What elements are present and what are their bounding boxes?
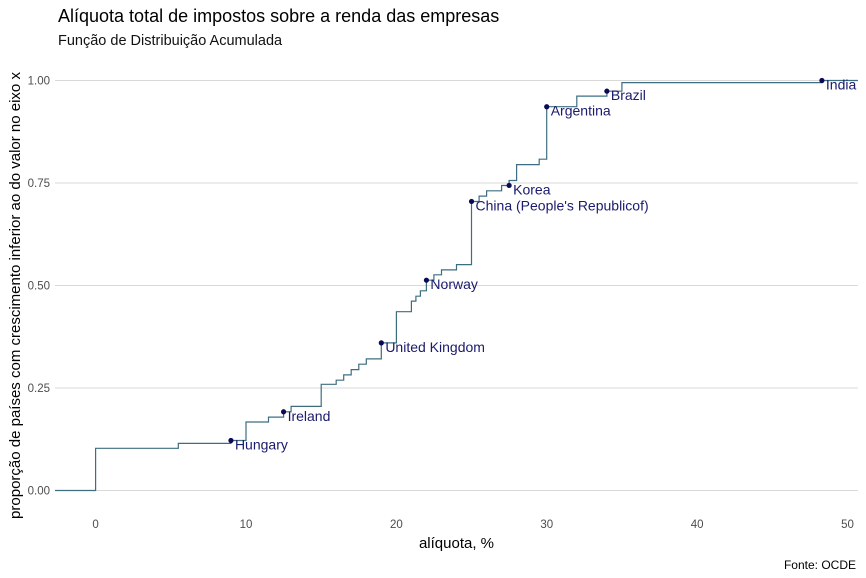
x-tick-label: 10 xyxy=(240,519,253,531)
y-tick-label: 0.25 xyxy=(28,383,50,395)
data-point xyxy=(819,77,825,84)
point-label: Ireland xyxy=(288,408,331,424)
point-label: Hungary xyxy=(235,436,288,452)
data-point xyxy=(468,198,475,205)
chart-subtitle: Função de Distribuição Acumulada xyxy=(58,33,283,49)
y-tick-label: 0.50 xyxy=(28,281,50,293)
point-label: Brazil xyxy=(611,87,646,103)
y-tick-label: 1.00 xyxy=(28,76,50,88)
x-tick-label: 20 xyxy=(390,519,403,531)
x-tick-label: 30 xyxy=(540,519,553,531)
x-tick-label: 50 xyxy=(841,519,854,531)
grid-lines xyxy=(55,80,858,491)
data-point xyxy=(506,182,512,189)
x-tick-label: 0 xyxy=(92,519,98,531)
data-point xyxy=(604,88,610,94)
data-point xyxy=(228,437,234,444)
highlighted-points xyxy=(228,77,825,444)
point-label: United Kingdom xyxy=(385,339,485,355)
ecdf-step-line xyxy=(55,79,858,492)
data-point xyxy=(544,104,550,110)
data-point xyxy=(423,277,430,283)
y-tick-label: 0.00 xyxy=(28,486,50,498)
ecdf-series xyxy=(55,79,858,492)
x-tick-label: 40 xyxy=(691,519,704,531)
chart-caption: Fonte: OCDE xyxy=(783,558,856,572)
y-axis-title: proporção de países com crescimento infe… xyxy=(7,72,24,519)
point-label: China (People's Republicof) xyxy=(476,197,649,213)
point-label: Norway xyxy=(430,276,477,292)
data-point xyxy=(378,340,384,346)
data-point xyxy=(280,409,287,415)
point-label: India xyxy=(826,77,857,93)
x-axis-title: alíquota, % xyxy=(419,535,494,552)
point-label: Korea xyxy=(513,181,551,197)
chart-title: Alíquota total de impostos sobre a renda… xyxy=(58,6,500,26)
y-tick-label: 0.75 xyxy=(28,178,50,190)
axis-ticks: 0.00 0.25 0.50 0.75 1.00 0 10 20 30 40 50 xyxy=(28,76,854,532)
point-label: Argentina xyxy=(551,103,611,119)
